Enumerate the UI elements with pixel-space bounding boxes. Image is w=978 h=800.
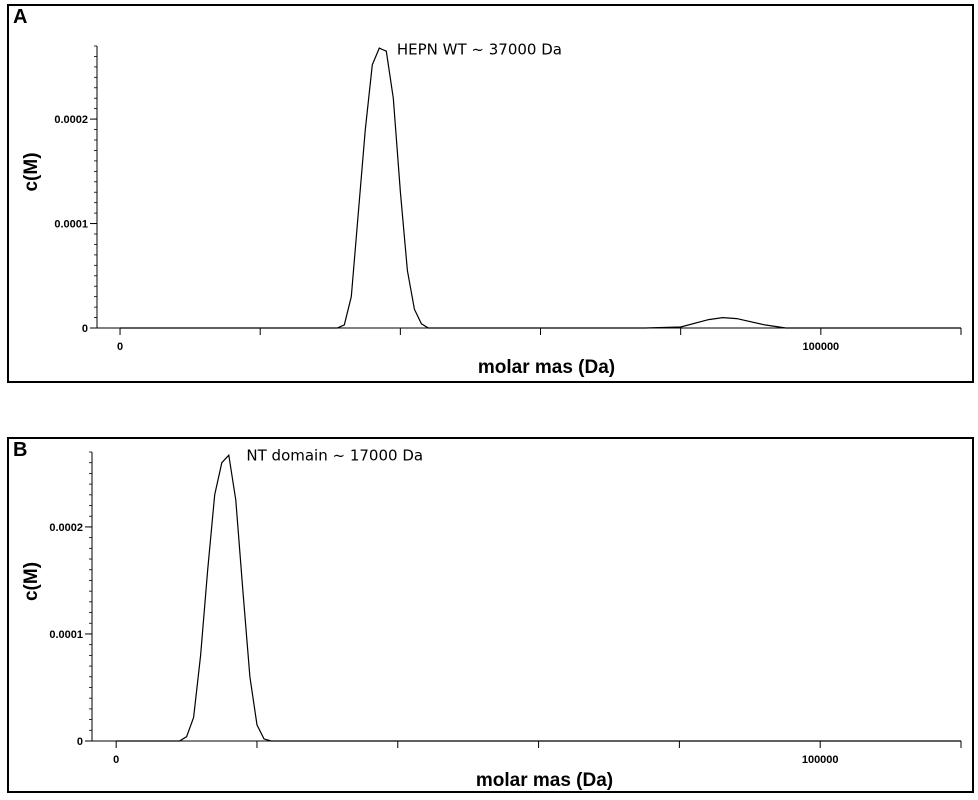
peak-annotation: HEPN WT ~ 37000 Da — [397, 40, 562, 58]
series-line — [120, 47, 961, 329]
y-axis-title: c(M) — [21, 152, 42, 191]
y-tick-label: 0 — [77, 736, 83, 748]
x-tick-label: 0 — [113, 754, 119, 766]
y-tick-label: 0.0002 — [49, 522, 83, 534]
x-axis-title: molar mas (Da) — [478, 357, 615, 378]
x-tick-label: 100000 — [802, 341, 839, 353]
series-line — [116, 453, 961, 742]
y-tick-label: 0.0001 — [54, 219, 88, 231]
y-tick-label: 0.0001 — [49, 629, 83, 641]
chart-panel-a: A 0 0.0001 0.0002 0 100000 molar mas (Da) c(M)… — [7, 4, 974, 383]
peak-annotation: NT domain ~ 17000 Da — [246, 447, 423, 465]
panel-label-b: B — [13, 439, 28, 461]
chart-panel-b: B 0 0.0001 0.0002 0 100000 molar mas (Da) c(M)… — [7, 437, 974, 793]
chart-a-svg: 0 0.0001 0.0002 0 100000 molar mas (Da) c(M) HE… — [21, 40, 962, 378]
x-axis-title: molar mas (Da) — [476, 770, 613, 791]
y-tick-label: 0 — [82, 323, 88, 335]
y-axis-title: c(M) — [21, 562, 42, 601]
panel-label-a: A — [13, 6, 28, 28]
y-tick-label: 0.0002 — [54, 114, 88, 126]
x-tick-label: 0 — [117, 341, 123, 353]
x-tick-label: 100000 — [802, 754, 839, 766]
chart-b-svg: 0 0.0001 0.0002 0 100000 molar mas (Da) c(M) NT… — [21, 447, 962, 791]
